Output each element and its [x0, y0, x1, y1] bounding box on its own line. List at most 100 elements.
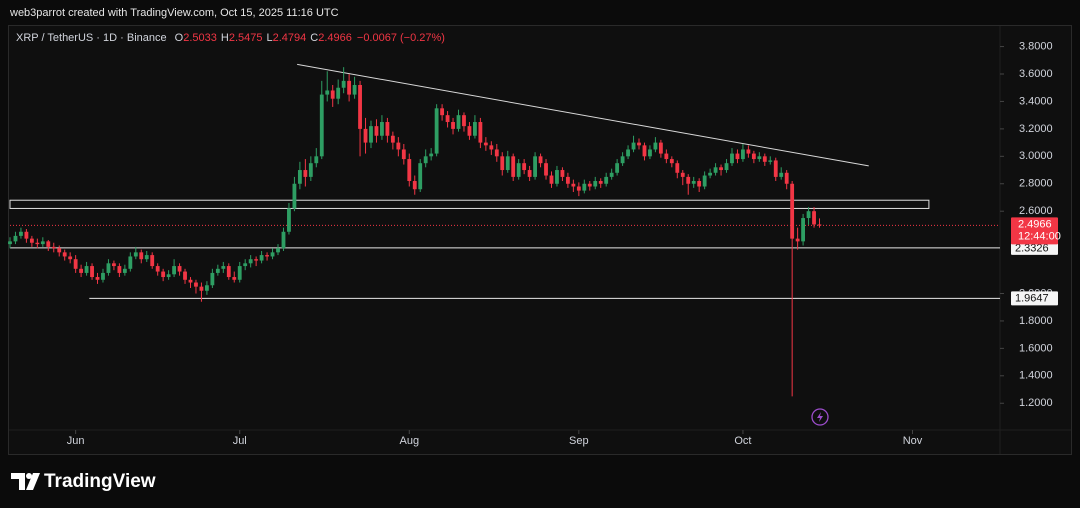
candle-body — [560, 170, 565, 177]
candle-body — [505, 156, 510, 171]
candle-body — [489, 145, 494, 150]
legend-key: H — [221, 32, 229, 44]
candle-body — [686, 176, 691, 184]
candle-body — [702, 175, 707, 187]
candle-body — [101, 272, 105, 280]
candle-body — [8, 241, 12, 245]
candle-body — [106, 263, 111, 273]
header-title: web3parrot created with TradingView.com,… — [9, 7, 339, 19]
legend-value: 2.5033 — [183, 32, 217, 44]
candle-body — [265, 255, 269, 257]
candle-body — [270, 252, 275, 257]
candle-body — [593, 181, 598, 187]
candle-body — [68, 256, 73, 260]
y-tick-label: 3.6000 — [1019, 68, 1053, 80]
candle-body — [500, 156, 505, 171]
y-tick-label: 3.0000 — [1019, 150, 1053, 162]
candle-body — [46, 241, 51, 247]
candle-body — [24, 231, 29, 239]
candle-body — [429, 153, 434, 157]
legend-value: 2.4966 — [318, 32, 352, 44]
y-tick-label: 3.8000 — [1019, 40, 1053, 52]
candle-body — [29, 238, 34, 243]
candle-body — [544, 163, 548, 176]
candle-body — [565, 176, 570, 184]
candle-body — [806, 211, 811, 219]
legend-key: O — [175, 32, 184, 44]
candle-body — [215, 268, 220, 273]
y-tick-label: 1.2000 — [1019, 397, 1053, 409]
candle-body — [462, 115, 466, 127]
candle-body — [571, 183, 576, 187]
y-tick-label: 2.8000 — [1019, 178, 1053, 190]
candle-body — [741, 149, 745, 160]
candle-body — [751, 153, 756, 160]
candle-body — [719, 167, 723, 171]
candle-body — [555, 170, 559, 184]
candle-body — [155, 266, 160, 272]
candle-body — [697, 181, 702, 187]
candle-body — [746, 149, 751, 154]
candle-body — [95, 277, 100, 280]
candle-body — [664, 153, 669, 160]
candle-body — [708, 172, 713, 176]
candle-body — [494, 149, 499, 157]
candle-body — [735, 153, 740, 160]
candle-body — [352, 84, 357, 95]
candle-body — [254, 259, 259, 261]
candle-body — [210, 272, 215, 286]
candle-body — [128, 256, 133, 269]
lightning-icon[interactable] — [811, 408, 829, 426]
candle-body — [232, 277, 237, 280]
candle-body — [609, 172, 614, 177]
candle-body — [522, 163, 527, 171]
candle-body — [341, 80, 346, 88]
candle-body — [336, 87, 341, 99]
candle-body — [795, 238, 800, 242]
candle-body — [516, 163, 521, 177]
candle-body — [478, 122, 483, 143]
legend-value: 2.5475 — [229, 32, 263, 44]
candle-body — [79, 268, 84, 273]
x-tick-label: Jul — [233, 435, 247, 447]
candle-body — [385, 122, 390, 136]
countdown-label: 12:44:00 — [1018, 230, 1061, 242]
candle-body — [297, 170, 302, 184]
y-tick-label: 1.8000 — [1019, 315, 1053, 327]
candle-body — [369, 126, 373, 143]
candle-body — [237, 266, 242, 280]
y-tick-label: 1.4000 — [1019, 370, 1053, 382]
candle-body — [757, 156, 762, 160]
candle-body — [259, 255, 264, 261]
candle-body — [51, 246, 56, 249]
candle-body — [582, 183, 587, 191]
candle-body — [412, 181, 417, 190]
candle-body — [790, 183, 795, 239]
candle-body — [303, 170, 308, 177]
candle-body — [658, 142, 663, 154]
legend-key: C — [310, 32, 318, 44]
candle-body — [396, 142, 401, 150]
symbol: XRP / TetherUS · 1D · Binance — [16, 32, 167, 44]
candle-body — [35, 242, 40, 245]
level-label: 1.9647 — [1015, 293, 1049, 305]
candle-body — [358, 84, 362, 129]
candle-body — [418, 163, 423, 190]
candle-body — [762, 156, 767, 162]
candle-body — [161, 271, 166, 278]
candle-body — [319, 94, 324, 157]
trendline — [297, 63, 869, 167]
candle-body — [653, 142, 658, 150]
last-price-label: 2.4966 — [1018, 218, 1052, 230]
candle-body — [598, 181, 603, 184]
candle-body — [691, 181, 696, 184]
candle-body — [467, 126, 472, 136]
candle-body — [380, 122, 384, 136]
candle-body — [407, 159, 412, 182]
candle-body — [812, 211, 816, 225]
candle-body — [194, 282, 198, 287]
candle-body — [117, 266, 122, 273]
candle-body — [276, 248, 280, 253]
candle-body — [13, 235, 18, 242]
candle-body — [199, 286, 204, 291]
